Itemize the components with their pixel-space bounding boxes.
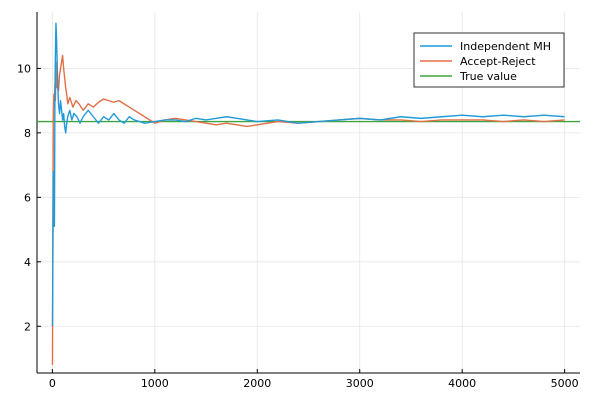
y-tick-label: 10 [17,62,31,75]
series-line-independent-mh [51,22,565,327]
tick-labels: 0 1000 2000 3000 4000 5000 2 4 6 8 10 [17,62,579,390]
y-tick-label: 6 [24,191,31,204]
x-tick-label: 1000 [141,377,169,390]
grid [37,12,580,373]
series-line-accept-reject [51,54,565,365]
legend-label: Independent MH [460,40,551,53]
legend-label: True value [459,70,517,83]
legend-box [413,32,565,88]
x-tick-label: 5000 [551,377,579,390]
x-tick-label: 4000 [448,377,476,390]
axes [36,12,580,374]
y-tick-label: 4 [24,256,31,269]
legend: Independent MH Accept-Reject True value [413,32,565,88]
y-tick-label: 2 [24,320,31,333]
y-tick-label: 8 [24,127,31,140]
x-tick-label: 3000 [346,377,374,390]
legend-label: Accept-Reject [460,55,536,68]
x-tick-label: 0 [49,377,56,390]
x-tick-label: 2000 [243,377,271,390]
series-lines [37,22,580,365]
